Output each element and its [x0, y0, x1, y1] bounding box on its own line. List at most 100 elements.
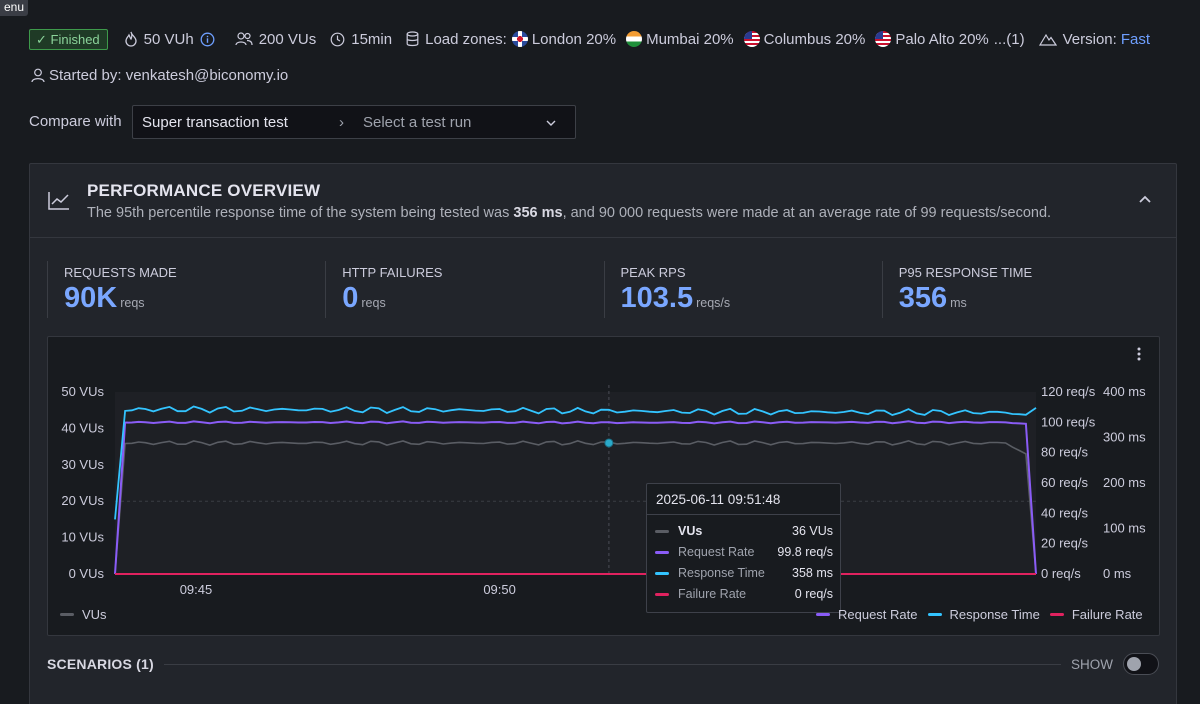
series-request-rate-line [114, 420, 1037, 575]
legend-item-request-rate[interactable]: Request Rate [816, 607, 918, 622]
zones-more-link[interactable]: ...(1) [993, 30, 1025, 48]
y-axis-rps-tick: 80 req/s [1041, 445, 1088, 460]
divider [163, 663, 1061, 665]
y-axis-ms-tick: 0 ms [1103, 566, 1132, 581]
us-flag-icon [743, 31, 760, 47]
info-icon[interactable] [200, 32, 215, 47]
stat-p95-response-time: P95 RESPONSE TIME 356 ms [881, 261, 1160, 318]
compare-test-name[interactable]: Super transaction test [142, 113, 288, 131]
check-icon: ✓ [36, 31, 51, 47]
y-axis-left-tick: 20 VUs [61, 493, 104, 508]
y-axis-left-tick: 40 VUs [61, 420, 104, 435]
scenarios-title: SCENARIOS (1) [47, 656, 154, 672]
duration-meta: 15min [330, 31, 392, 48]
legend-item-failure-rate[interactable]: Failure Rate [1049, 607, 1143, 622]
tooltip-row-failure-rate: Failure Rate 0 req/s [655, 585, 833, 603]
y-axis-ms-tick: 100 ms [1103, 521, 1146, 536]
user-icon [31, 68, 45, 83]
duration-value: 15min [351, 30, 393, 48]
legend-swatch [60, 613, 74, 616]
chart-svg[interactable]: 50 VUs 40 VUs 30 VUs 20 VUs 10 VUs 0 VUs 120 r… [48, 337, 1159, 635]
series-response-time-line [114, 405, 1037, 520]
legend-left: VUs [60, 607, 117, 622]
stat-peak-rps: PEAK RPS 103.5 reqs/s [603, 261, 882, 318]
stat-label: HTTP FAILURES [342, 265, 443, 280]
scenarios-row: SCENARIOS (1) SHOW [47, 653, 1159, 675]
status-label: Finished [50, 31, 100, 47]
version-link[interactable]: Fast [1120, 30, 1150, 48]
legend-label: VUs [82, 607, 107, 622]
chart-tooltip: 2025-06-11 09:51:48 VUs 36 VUs Request Ra… [646, 483, 841, 613]
chevron-up-icon[interactable] [1138, 194, 1152, 204]
y-axis-rps-tick: 20 req/s [1041, 536, 1088, 551]
line-chart-icon [48, 192, 69, 210]
tooltip-series-name: Response Time [678, 566, 765, 580]
menu-tooltip: enu [0, 0, 29, 16]
vus-meta: 200 VUs [235, 31, 316, 48]
legend-item-response-time[interactable]: Response Time [927, 607, 1040, 622]
stat-value: 90K [64, 282, 118, 314]
scenarios-toggle[interactable] [1123, 653, 1159, 675]
stat-requests-made: REQUESTS MADE 90K reqs [47, 261, 325, 318]
legend-swatch [927, 613, 942, 616]
y-axis-ms-tick: 200 ms [1103, 475, 1146, 490]
uk-flag-icon [511, 31, 528, 47]
compare-select[interactable]: Super transaction test › Select a test r… [132, 105, 576, 139]
stat-http-failures: HTTP FAILURES 0 reqs [325, 261, 603, 318]
plot-area [115, 392, 1036, 574]
clock-icon [330, 32, 345, 46]
users-icon [235, 32, 253, 46]
legend-item-vus[interactable]: VUs [60, 607, 107, 622]
database-icon [406, 31, 419, 47]
more-vertical-icon[interactable] [1136, 346, 1142, 362]
flame-icon [125, 31, 137, 47]
legend-swatch [816, 613, 830, 616]
y-axis-ms-tick: 300 ms [1103, 430, 1146, 445]
legend-label: Request Rate [838, 607, 918, 622]
y-axis-rps-tick: 100 req/s [1041, 414, 1096, 429]
legend-right: Request Rate Response Time Failure Rate [816, 607, 1153, 622]
chevron-down-icon[interactable] [545, 114, 575, 131]
y-axis-left-tick: 30 VUs [61, 457, 104, 472]
tooltip-row-request-rate: Request Rate 99.8 req/s [655, 543, 833, 561]
stat-value: 0 [342, 282, 359, 314]
zone-london: London 20% [531, 30, 617, 48]
vuh-meta: 50 VUh [124, 31, 221, 48]
tooltip-series-value: 358 ms [792, 566, 833, 580]
y-axis-rps-tick: 0 req/s [1041, 566, 1081, 581]
legend-label: Response Time [949, 607, 1040, 622]
show-label: SHOW [1071, 656, 1113, 672]
load-zones-meta: Load zones: London 20% Mumbai 20% Columb… [406, 31, 1025, 48]
y-axis-left-tick: 50 VUs [61, 384, 104, 399]
tooltip-series-value: 36 VUs [792, 524, 833, 538]
stat-label: PEAK RPS [620, 265, 686, 280]
y-axis-rps-tick: 120 req/s [1041, 384, 1096, 399]
stat-value: 103.5 [620, 282, 694, 314]
chevron-right-icon: › [339, 113, 344, 131]
tooltip-series-value: 0 req/s [794, 587, 833, 601]
x-axis-tick: 09:45 [180, 582, 213, 597]
panel-description: The 95th percentile response time of the… [87, 205, 1051, 221]
panel-header[interactable]: PERFORMANCE OVERVIEW The 95th percentile… [30, 164, 1176, 238]
panel-title: PERFORMANCE OVERVIEW [87, 181, 321, 200]
compare-label: Compare with [29, 113, 122, 130]
x-axis-tick: 09:50 [483, 582, 516, 597]
series-vus-line [114, 439, 1037, 575]
india-flag-icon [626, 31, 643, 47]
stat-unit: reqs/s [696, 296, 731, 310]
stat-unit: ms [950, 296, 967, 310]
performance-chart[interactable]: 50 VUs 40 VUs 30 VUs 20 VUs 10 VUs 0 VUs 120 r… [47, 336, 1160, 636]
y-axis-left-tick: 0 VUs [69, 566, 105, 581]
y-axis-rps-tick: 60 req/s [1041, 475, 1088, 490]
y-axis-left-tick: 10 VUs [61, 530, 104, 545]
test-run-placeholder[interactable]: Select a test run [363, 113, 472, 131]
desc-part: , and 90 000 requests were made at an av… [562, 205, 1052, 221]
performance-overview-panel: PERFORMANCE OVERVIEW The 95th percentile… [29, 163, 1177, 704]
stats-row: REQUESTS MADE 90K reqs HTTP FAILURES 0 req… [47, 261, 1160, 318]
tooltip-row-vus: VUs 36 VUs [655, 522, 833, 540]
desc-part: The 95th percentile response time of the… [87, 205, 514, 221]
stat-label: P95 RESPONSE TIME [898, 265, 1033, 280]
tooltip-row-response-time: Response Time 358 ms [655, 564, 833, 582]
legend-label: Failure Rate [1071, 607, 1143, 622]
tooltip-series-value: 99.8 req/s [777, 545, 833, 559]
